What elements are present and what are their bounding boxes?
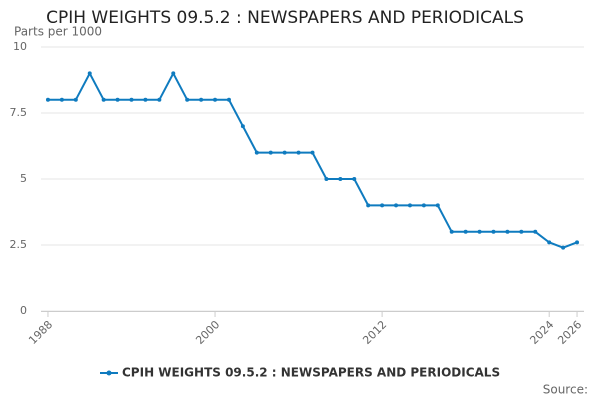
data-point: [421, 203, 426, 208]
data-point: [407, 203, 412, 208]
data-point: [226, 97, 231, 102]
data-point: [310, 150, 315, 155]
data-point: [171, 71, 176, 76]
x-tick-label: 2024: [527, 318, 556, 347]
data-point: [561, 245, 566, 250]
x-tick-label: 2000: [193, 318, 222, 347]
data-point: [199, 97, 204, 102]
data-point: [491, 229, 496, 234]
data-point: [282, 150, 287, 155]
data-point: [213, 97, 218, 102]
source: Source:: [543, 383, 588, 397]
y-tick-label: 7.5: [10, 106, 28, 119]
data-point: [157, 97, 162, 102]
x-tick-label: 1988: [26, 318, 55, 347]
data-point: [547, 240, 552, 245]
data-point: [129, 97, 134, 102]
data-point: [505, 229, 510, 234]
chart-title: CPIH WEIGHTS 09.5.2 : NEWSPAPERS AND PER…: [46, 8, 524, 28]
data-point: [73, 97, 78, 102]
y-tick-label: 5: [20, 172, 27, 185]
data-point: [87, 71, 92, 76]
y-axis-label: Parts per 1000: [14, 25, 102, 39]
data-point: [59, 97, 64, 102]
data-point: [268, 150, 273, 155]
y-tick-label: 10: [13, 40, 27, 53]
data-point: [352, 177, 357, 181]
data-point: [101, 97, 106, 102]
data-point: [533, 229, 538, 234]
legend-marker: [106, 370, 112, 376]
data-point: [477, 229, 482, 234]
data-point: [185, 97, 190, 102]
data-point: [338, 177, 343, 181]
x-tick-label: 2026: [555, 318, 584, 347]
data-point: [519, 229, 524, 234]
legend-label: CPIH WEIGHTS 09.5.2 : NEWSPAPERS AND PER…: [122, 366, 500, 380]
data-point: [463, 229, 468, 234]
data-point: [380, 203, 385, 208]
data-point: [115, 97, 120, 102]
data-point: [324, 177, 329, 181]
data-point: [45, 97, 50, 102]
x-tick-label: 2012: [360, 318, 389, 347]
y-tick-label: 2.5: [10, 238, 28, 251]
data-point: [366, 203, 371, 208]
data-point: [449, 229, 454, 234]
data-point: [394, 203, 399, 208]
data-point: [240, 124, 245, 129]
y-tick-label: 0: [20, 304, 27, 317]
data-point: [575, 240, 580, 245]
data-point: [254, 150, 259, 155]
data-point: [296, 150, 301, 155]
series-line: [47, 71, 578, 249]
data-point: [435, 203, 440, 208]
data-point: [143, 97, 148, 102]
